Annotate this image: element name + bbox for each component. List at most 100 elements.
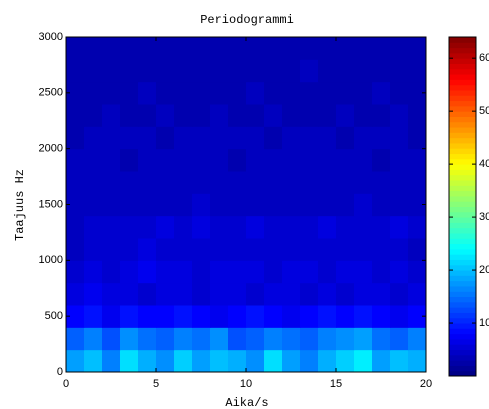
- heatmap-cell: [210, 148, 229, 172]
- heatmap-cell: [390, 171, 409, 194]
- heatmap-cell: [192, 104, 211, 127]
- heatmap-cell: [300, 104, 319, 127]
- heatmap-cell: [408, 171, 427, 194]
- colorbar-segment: [449, 227, 476, 234]
- x-tick-label: 15: [330, 378, 342, 390]
- heatmap-cell: [120, 305, 139, 328]
- heatmap-cell: [372, 148, 391, 172]
- heatmap-cell: [210, 327, 229, 351]
- heatmap-cell: [228, 260, 247, 284]
- heatmap-cell: [372, 282, 391, 306]
- colorbar-segment: [449, 296, 476, 303]
- heatmap-cell: [300, 193, 319, 217]
- colorbar-segment: [449, 360, 476, 366]
- colorbar-segment: [449, 105, 476, 112]
- heatmap-cell: [318, 104, 337, 127]
- heatmap-cell: [120, 148, 139, 172]
- heatmap-cell: [102, 238, 121, 261]
- heatmap-cell: [246, 37, 265, 60]
- heatmap-cell: [336, 282, 355, 306]
- colorbar-segment: [449, 307, 476, 313]
- heatmap-cell: [372, 327, 391, 351]
- colorbar-segment: [449, 185, 476, 192]
- heatmap-cell: [246, 81, 265, 105]
- heatmap-cell: [192, 37, 211, 60]
- colorbar-segment: [449, 84, 476, 91]
- heatmap-cell: [408, 37, 427, 60]
- heatmap-cell: [246, 171, 265, 194]
- heatmap-cell: [318, 37, 337, 60]
- heatmap-cell: [228, 193, 247, 217]
- heatmap-cell: [156, 104, 175, 127]
- heatmap-cell: [264, 81, 283, 105]
- heatmap-cell: [390, 260, 409, 284]
- heatmap-cell: [120, 193, 139, 217]
- heatmap-cell: [102, 282, 121, 306]
- heatmap-cell: [120, 126, 139, 150]
- heatmap-cell: [300, 126, 319, 150]
- heatmap-cell: [282, 349, 301, 373]
- heatmap-cell: [66, 260, 85, 284]
- heatmap-cell: [174, 327, 193, 351]
- heatmap-cell: [390, 282, 409, 306]
- colorbar-segment: [449, 180, 476, 186]
- x-tick-label: 5: [153, 378, 159, 390]
- colorbar-segment: [449, 169, 476, 176]
- heatmap-cell: [300, 305, 319, 328]
- colorbar-segment: [449, 63, 476, 70]
- heatmap-cell: [300, 81, 319, 105]
- heatmap-cell: [354, 148, 373, 172]
- colorbar-frame: [448, 36, 477, 377]
- colorbar-segment: [449, 100, 476, 107]
- colorbar-segment: [449, 211, 476, 218]
- heatmap-cell: [102, 126, 121, 150]
- heatmap-cell: [372, 260, 391, 284]
- colorbar-segment: [449, 370, 476, 377]
- heatmap-cell: [66, 305, 85, 328]
- heatmap-cell: [264, 282, 283, 306]
- heatmap-cell: [192, 148, 211, 172]
- heatmap-cell: [210, 126, 229, 150]
- heatmap-cell: [156, 282, 175, 306]
- heatmap-cell: [174, 81, 193, 105]
- heatmap-cell: [210, 81, 229, 105]
- heatmap-cell: [102, 349, 121, 373]
- heatmap-cell: [174, 260, 193, 284]
- heatmap-cell: [102, 37, 121, 60]
- heatmap-cell: [282, 59, 301, 83]
- colorbar-segment: [449, 238, 476, 245]
- heatmap-cell: [318, 148, 337, 172]
- heatmap-cell: [228, 238, 247, 261]
- heatmap-cell: [192, 349, 211, 373]
- heatmap-cell: [318, 81, 337, 105]
- heatmap-cell: [300, 148, 319, 172]
- heatmap-cell: [318, 282, 337, 306]
- heatmap-cell: [66, 238, 85, 261]
- colorbar-segment: [449, 222, 476, 229]
- colorbar-segment: [449, 338, 476, 345]
- heatmap-cell: [408, 215, 427, 239]
- heatmap-cell: [156, 349, 175, 373]
- colorbar-segment: [449, 328, 476, 335]
- colorbar-tick-label: 10: [479, 317, 489, 329]
- heatmap-cell: [282, 37, 301, 60]
- heatmap-cell: [174, 349, 193, 373]
- colorbar-segment: [449, 264, 476, 271]
- heatmap-cell: [408, 260, 427, 284]
- heatmap-cell: [336, 193, 355, 217]
- heatmap-cell: [102, 305, 121, 328]
- heatmap-cell: [354, 260, 373, 284]
- heatmap-cell: [84, 238, 103, 261]
- heatmap-cell: [174, 305, 193, 328]
- heatmap-cell: [192, 238, 211, 261]
- colorbar-segment: [449, 74, 476, 80]
- heatmap-cell: [282, 327, 301, 351]
- heatmap-cell: [228, 148, 247, 172]
- heatmap-cell: [318, 327, 337, 351]
- colorbar-segment: [449, 52, 476, 59]
- heatmap-cell: [210, 305, 229, 328]
- colorbar-segment: [449, 195, 476, 202]
- heatmap-cell: [336, 59, 355, 83]
- heatmap-cell: [84, 282, 103, 306]
